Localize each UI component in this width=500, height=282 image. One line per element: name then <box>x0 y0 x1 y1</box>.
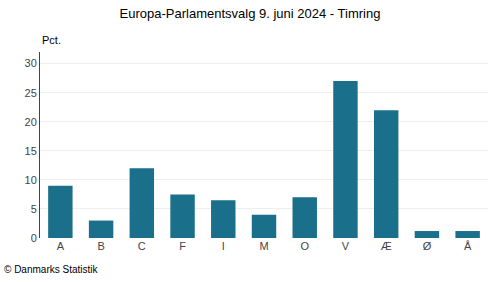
svg-text:20: 20 <box>25 116 37 128</box>
svg-text:Europa-Parlamentsvalg 9. juni: Europa-Parlamentsvalg 9. juni 2024 - Tim… <box>120 6 381 21</box>
svg-text:M: M <box>259 240 268 252</box>
svg-text:30: 30 <box>25 57 37 69</box>
svg-text:Å: Å <box>464 240 472 252</box>
svg-text:25: 25 <box>25 87 37 99</box>
svg-text:O: O <box>300 240 309 252</box>
svg-text:15: 15 <box>25 145 37 157</box>
svg-text:Æ: Æ <box>381 240 392 252</box>
svg-text:I: I <box>222 240 225 252</box>
svg-text:Pct.: Pct. <box>42 34 61 46</box>
svg-text:V: V <box>342 240 350 252</box>
svg-text:Ø: Ø <box>423 240 432 252</box>
svg-text:F: F <box>179 240 186 252</box>
svg-text:0: 0 <box>31 232 37 244</box>
svg-text:10: 10 <box>25 174 37 186</box>
svg-text:5: 5 <box>31 203 37 215</box>
svg-text:A: A <box>57 240 65 252</box>
svg-text:© Danmarks Statistik: © Danmarks Statistik <box>4 264 99 275</box>
svg-text:B: B <box>97 240 104 252</box>
svg-text:C: C <box>138 240 146 252</box>
